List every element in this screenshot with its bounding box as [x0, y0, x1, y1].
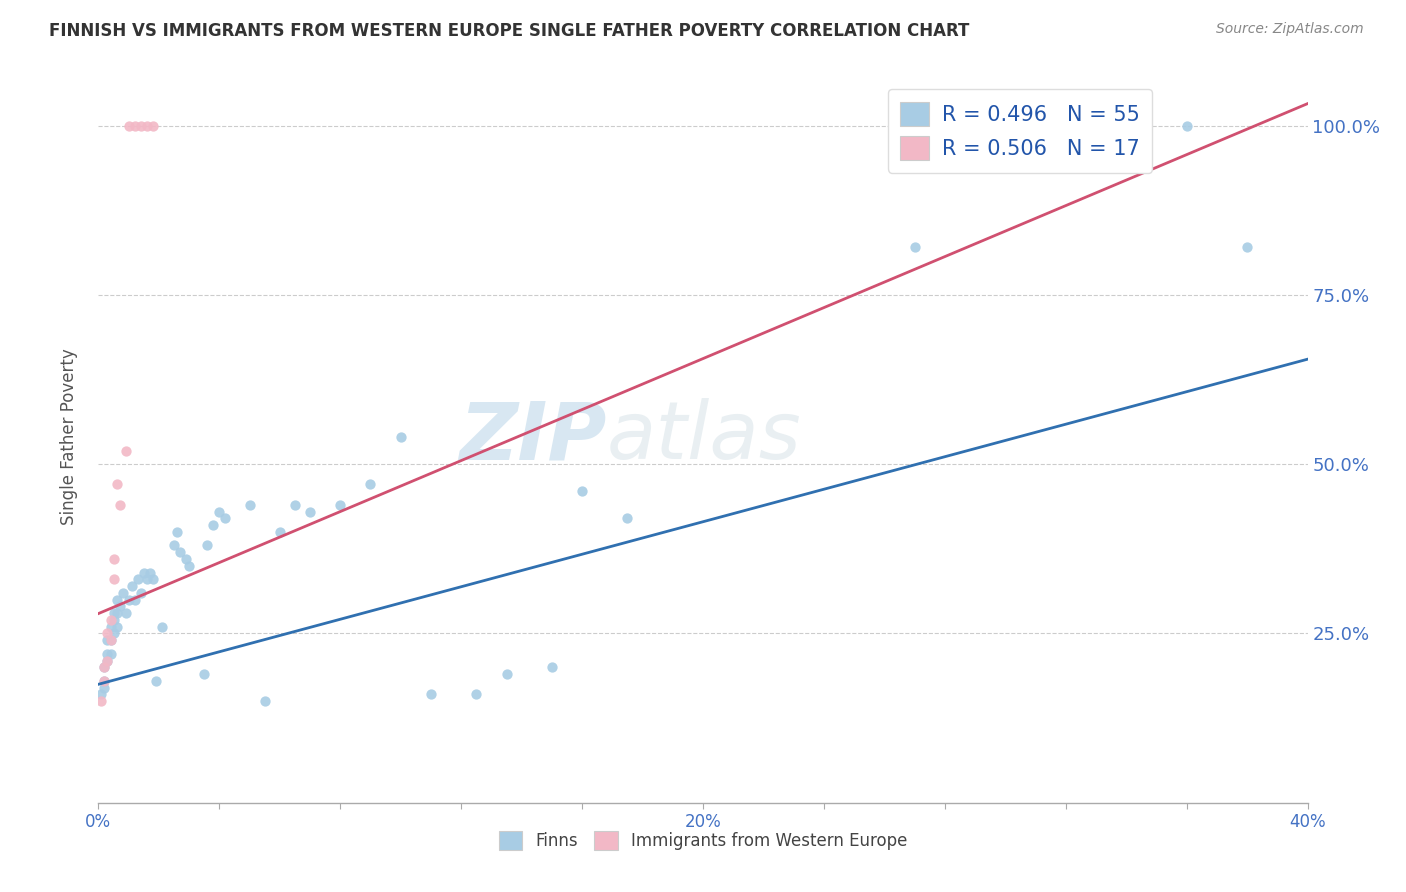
Point: [100, 647, 122, 661]
Point: [93, 681, 115, 695]
Point: [1085, 119, 1108, 133]
Point: [163, 538, 186, 552]
Point: [93, 673, 115, 688]
Point: [465, 688, 488, 702]
Point: [139, 566, 162, 580]
Point: [118, 119, 141, 133]
Text: atlas: atlas: [606, 398, 801, 476]
Point: [103, 626, 125, 640]
Point: [193, 667, 215, 681]
Point: [96, 654, 118, 668]
Point: [135, 119, 157, 133]
Point: [202, 518, 225, 533]
Point: [96, 647, 118, 661]
Point: [96, 626, 118, 640]
Point: [129, 119, 152, 133]
Point: [111, 586, 134, 600]
Point: [195, 538, 218, 552]
Point: [329, 498, 352, 512]
Point: [299, 505, 322, 519]
Point: [90, 694, 112, 708]
Y-axis label: Single Father Poverty: Single Father Poverty: [59, 349, 77, 525]
Point: [132, 566, 155, 580]
Legend: Finns, Immigrants from Western Europe: Finns, Immigrants from Western Europe: [492, 824, 914, 856]
Point: [114, 443, 136, 458]
Point: [135, 572, 157, 586]
Point: [571, 484, 593, 499]
Point: [124, 592, 146, 607]
Point: [142, 572, 165, 586]
Point: [904, 240, 927, 254]
Point: [96, 654, 118, 668]
Point: [105, 606, 128, 620]
Point: [105, 620, 128, 634]
Point: [253, 694, 276, 708]
Point: [1236, 240, 1258, 254]
Text: Source: ZipAtlas.com: Source: ZipAtlas.com: [1216, 22, 1364, 37]
Point: [118, 592, 141, 607]
Point: [616, 511, 638, 525]
Point: [103, 552, 125, 566]
Text: ZIP: ZIP: [458, 398, 606, 476]
Point: [90, 688, 112, 702]
Point: [214, 511, 236, 525]
Point: [150, 620, 173, 634]
Point: [174, 552, 197, 566]
Point: [108, 498, 131, 512]
Point: [129, 586, 152, 600]
Point: [420, 688, 443, 702]
Point: [284, 498, 307, 512]
Point: [93, 660, 115, 674]
Point: [100, 613, 122, 627]
Point: [100, 633, 122, 648]
Point: [145, 673, 167, 688]
Point: [93, 660, 115, 674]
Point: [103, 613, 125, 627]
Point: [105, 592, 128, 607]
Point: [100, 620, 122, 634]
Point: [124, 119, 146, 133]
Point: [114, 606, 136, 620]
Point: [540, 660, 562, 674]
Point: [239, 498, 262, 512]
Point: [389, 430, 412, 444]
Point: [96, 633, 118, 648]
Point: [269, 524, 291, 539]
Point: [1175, 119, 1198, 133]
Point: [103, 606, 125, 620]
Point: [360, 477, 382, 491]
Point: [103, 572, 125, 586]
Point: [108, 599, 131, 614]
Point: [100, 633, 122, 648]
Point: [93, 673, 115, 688]
Point: [208, 505, 231, 519]
Point: [127, 572, 149, 586]
Point: [169, 545, 191, 559]
Point: [105, 477, 128, 491]
Point: [121, 579, 143, 593]
Point: [166, 524, 188, 539]
Point: [495, 667, 517, 681]
Point: [142, 119, 165, 133]
Text: FINNISH VS IMMIGRANTS FROM WESTERN EUROPE SINGLE FATHER POVERTY CORRELATION CHAR: FINNISH VS IMMIGRANTS FROM WESTERN EUROP…: [49, 22, 970, 40]
Point: [179, 558, 201, 573]
